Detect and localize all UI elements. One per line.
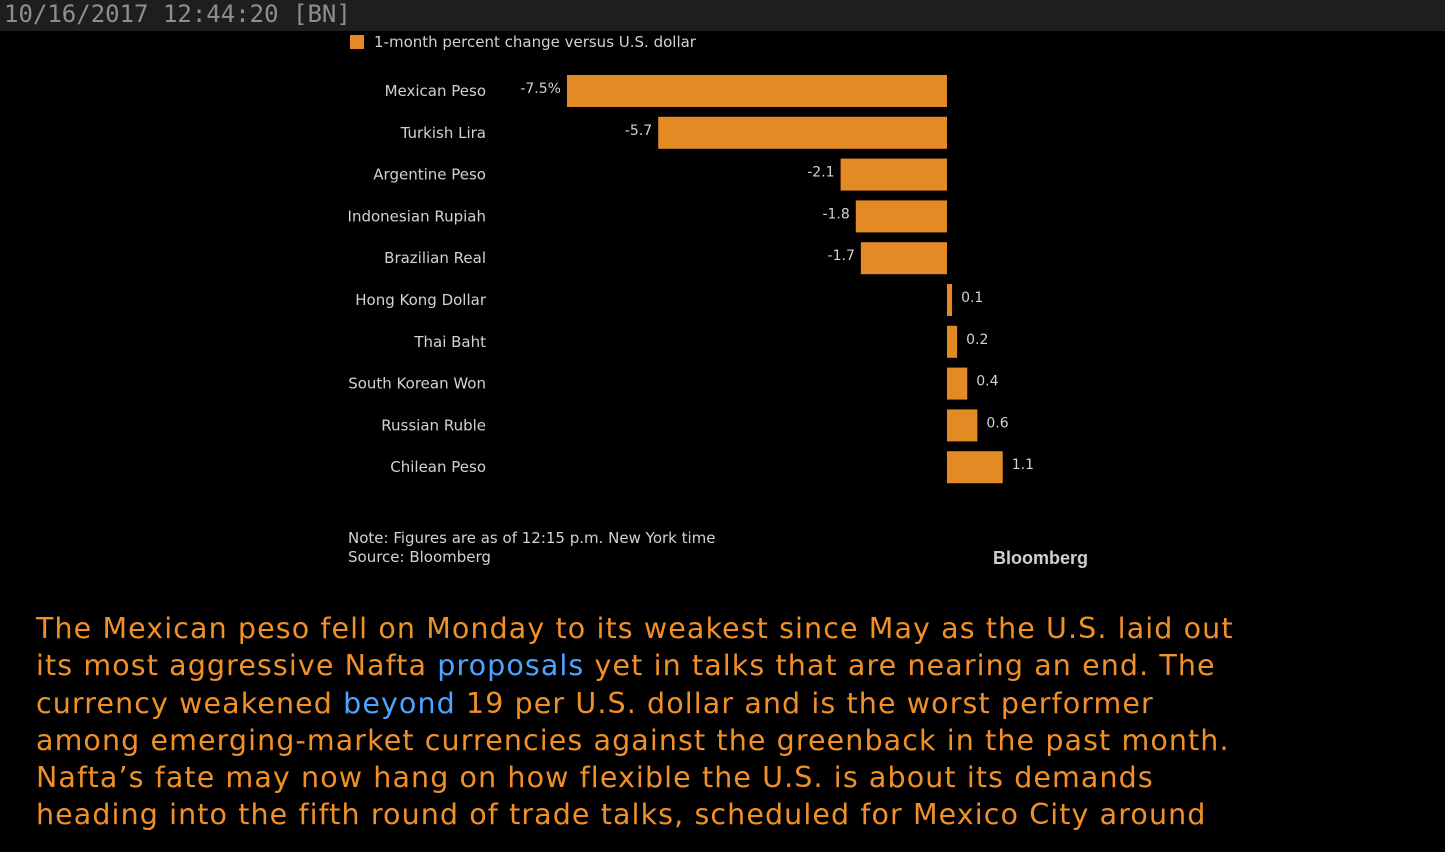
category-label: Mexican Peso [385, 82, 486, 100]
article-text-segment: The Mexican peso fell on Monday to its w… [36, 612, 1234, 645]
category-label: Hong Kong Dollar [355, 291, 487, 309]
category-label: Chilean Peso [390, 458, 486, 476]
value-label: -1.7 [828, 248, 855, 264]
article-text-segment: among emerging-market currencies against… [36, 723, 1230, 757]
value-label: 1.1 [1012, 457, 1034, 473]
value-label: -1.8 [822, 206, 849, 222]
bar [658, 116, 947, 149]
bar [947, 451, 1003, 484]
value-label: 0.4 [976, 374, 998, 390]
article-line: The Mexican peso fell on Monday to its w… [36, 610, 1436, 647]
article-text-segment: its most aggressive Nafta [36, 649, 438, 683]
source-tag: [BN] [293, 0, 351, 28]
headline-bar: 10/16/2017 12:44:20 [BN] [0, 0, 1445, 31]
category-label: Argentine Peso [373, 166, 486, 184]
article-line: among emerging-market currencies against… [36, 722, 1436, 759]
chart-source: Source: Bloomberg [348, 548, 491, 566]
bar [840, 158, 947, 191]
article-link[interactable]: beyond [343, 686, 456, 720]
bar [855, 200, 947, 233]
article-text: The Mexican peso fell on Monday to its w… [36, 610, 1436, 834]
article-text-segment: yet in talks that are nearing an end. Th… [584, 649, 1216, 683]
chart-legend: 1-month percent change versus U.S. dolla… [350, 33, 697, 51]
article-link[interactable]: proposals [437, 649, 585, 683]
category-label: South Korean Won [348, 375, 486, 393]
value-label: 0.1 [961, 290, 983, 306]
chart-bars: Mexican Peso -7.5% Turkish Lira -5.7 Argenti… [348, 75, 1034, 484]
value-label: -5.7 [625, 123, 652, 139]
category-label: Indonesian Rupiah [348, 207, 486, 225]
timestamp: 10/16/2017 12:44:20 [BN] [4, 0, 351, 28]
article-text-segment: 19 per U.S. dollar and is the worst perf… [455, 686, 1154, 720]
chart-note: Note: Figures are as of 12:15 p.m. New Y… [348, 529, 716, 547]
value-label: -2.1 [807, 165, 834, 181]
article-text-segment: Nafta’s fate may now hang on how flexibl… [36, 761, 1154, 795]
bar [947, 367, 968, 400]
article-text-segment: heading into the fifth round of trade ta… [36, 798, 1207, 832]
value-label: 0.2 [966, 332, 988, 348]
article-line: its most aggressive Nafta proposals yet … [36, 647, 1436, 684]
article-line: Nafta’s fate may now hang on how flexibl… [36, 759, 1436, 796]
bar-chart: 1-month percent change versus U.S. dolla… [348, 33, 1088, 568]
bar [947, 409, 978, 442]
category-label: Thai Baht [413, 333, 486, 351]
category-label: Turkish Lira [400, 124, 486, 142]
bloomberg-logo: Bloomberg [993, 548, 1088, 568]
bar [860, 242, 947, 275]
timestamp-value: 10/16/2017 12:44:20 [4, 0, 279, 28]
legend-label: 1-month percent change versus U.S. dolla… [374, 33, 697, 51]
legend-swatch [350, 35, 364, 49]
article-line: heading into the fifth round of trade ta… [36, 796, 1436, 833]
bar [566, 75, 947, 107]
value-label: 0.6 [986, 415, 1008, 431]
bar [947, 284, 953, 316]
category-label: Brazilian Real [384, 249, 486, 267]
article-line: currency weakened beyond 19 per U.S. dol… [36, 685, 1436, 722]
bar [947, 325, 958, 358]
category-label: Russian Ruble [381, 416, 486, 434]
value-label: -7.5% [520, 81, 561, 97]
article-text-segment: currency weakened [36, 686, 344, 720]
